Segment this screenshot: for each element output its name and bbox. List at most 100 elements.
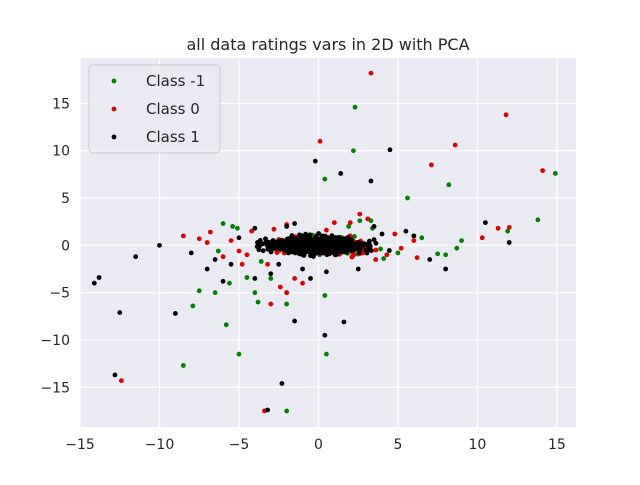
scatter-point: [207, 229, 213, 235]
scatter-point: [435, 251, 441, 257]
scatter-point: [268, 249, 274, 255]
scatter-point: [236, 351, 242, 357]
scatter-point: [506, 224, 512, 230]
scatter-point: [379, 231, 385, 237]
scatter-point: [223, 322, 229, 328]
scatter-point: [255, 299, 261, 305]
scatter-point: [419, 235, 425, 241]
y-tick-label: −15: [40, 380, 70, 396]
scatter-point: [371, 237, 377, 243]
scatter-point: [220, 221, 226, 226]
scatter-point: [204, 266, 210, 272]
scatter-point: [268, 276, 274, 281]
scatter-point: [373, 257, 379, 262]
scatter-point: [306, 237, 312, 243]
scatter-point: [371, 224, 377, 229]
scatter-point: [133, 254, 139, 260]
scatter-point: [552, 171, 558, 176]
scatter-point: [260, 248, 266, 254]
x-tick-label: 0: [314, 437, 323, 453]
scatter-point: [268, 245, 274, 251]
scatter-point: [322, 246, 328, 252]
scatter-point: [292, 221, 298, 226]
scatter-point: [322, 293, 328, 298]
scatter-point: [339, 242, 345, 247]
scatter-point: [505, 228, 511, 234]
scatter-point: [172, 311, 178, 316]
scatter-point: [326, 246, 332, 252]
scatter-point: [495, 225, 501, 231]
scatter-point: [325, 238, 331, 244]
scatter-point: [236, 235, 242, 241]
scatter-point: [324, 252, 330, 258]
scatter-point: [271, 240, 277, 246]
scatter-point: [228, 261, 234, 267]
scatter-point: [96, 275, 102, 280]
scatter-point: [352, 104, 358, 110]
scatter-point: [310, 246, 316, 252]
scatter-point: [322, 176, 328, 182]
scatter-point: [265, 407, 270, 413]
scatter-point: [180, 233, 186, 239]
scatter-point: [112, 372, 118, 378]
scatter-point: [392, 231, 398, 237]
scatter-point: [263, 236, 268, 242]
scatter-point: [252, 276, 258, 281]
scatter-point: [284, 408, 290, 414]
scatter-point: [296, 239, 302, 245]
scatter-point: [373, 240, 379, 246]
legend-marker-class-1: [111, 134, 117, 140]
scatter-point: [346, 241, 351, 246]
scatter-point: [479, 235, 485, 241]
scatter-point: [244, 252, 250, 258]
scatter-point: [322, 332, 328, 338]
scatter-point: [204, 240, 210, 245]
scatter-point: [346, 224, 352, 229]
scatter-point: [305, 246, 311, 251]
y-tick-label: 5: [61, 191, 70, 207]
scatter-point: [284, 224, 290, 229]
scatter-point: [332, 252, 338, 258]
scatter-point: [414, 255, 420, 261]
scatter-point: [443, 266, 449, 272]
x-tick-label: 15: [548, 437, 566, 453]
scatter-point: [357, 218, 363, 224]
scatter-point: [373, 247, 379, 253]
scatter-point: [503, 112, 509, 118]
legend-marker-class-neg1: [111, 78, 117, 84]
scatter-point: [454, 245, 460, 251]
scatter-point: [355, 266, 361, 272]
scatter-point: [317, 246, 323, 252]
scatter-point: [308, 253, 313, 258]
scatter-point: [411, 238, 417, 244]
scatter-point: [357, 211, 363, 217]
x-tick-label: −15: [65, 437, 95, 453]
scatter-point: [405, 195, 410, 201]
scatter-point: [316, 231, 322, 236]
scatter-point: [365, 216, 371, 222]
scatter-point: [118, 378, 124, 384]
scatter-point: [384, 252, 390, 258]
scatter-point: [367, 238, 372, 244]
data-points: [91, 70, 558, 414]
scatter-point: [395, 250, 401, 256]
scatter-point: [312, 158, 318, 164]
y-tick-label: 15: [52, 96, 70, 112]
scatter-point: [368, 70, 374, 76]
scatter-point: [292, 318, 298, 324]
scatter-point: [230, 224, 236, 229]
scatter-point: [220, 278, 226, 284]
scatter-point: [338, 171, 344, 176]
scatter-point: [188, 250, 194, 256]
scatter-point: [228, 238, 234, 244]
scatter-point: [284, 236, 290, 242]
scatter-point: [357, 247, 363, 253]
scatter-point: [347, 220, 353, 226]
scatter-point: [378, 246, 383, 252]
scatter-point: [117, 310, 123, 315]
legend-marker-class-0: [111, 106, 117, 112]
scatter-point: [535, 217, 541, 223]
scatter-point: [234, 225, 240, 231]
scatter-point: [196, 236, 202, 242]
scatter-point: [196, 288, 202, 294]
